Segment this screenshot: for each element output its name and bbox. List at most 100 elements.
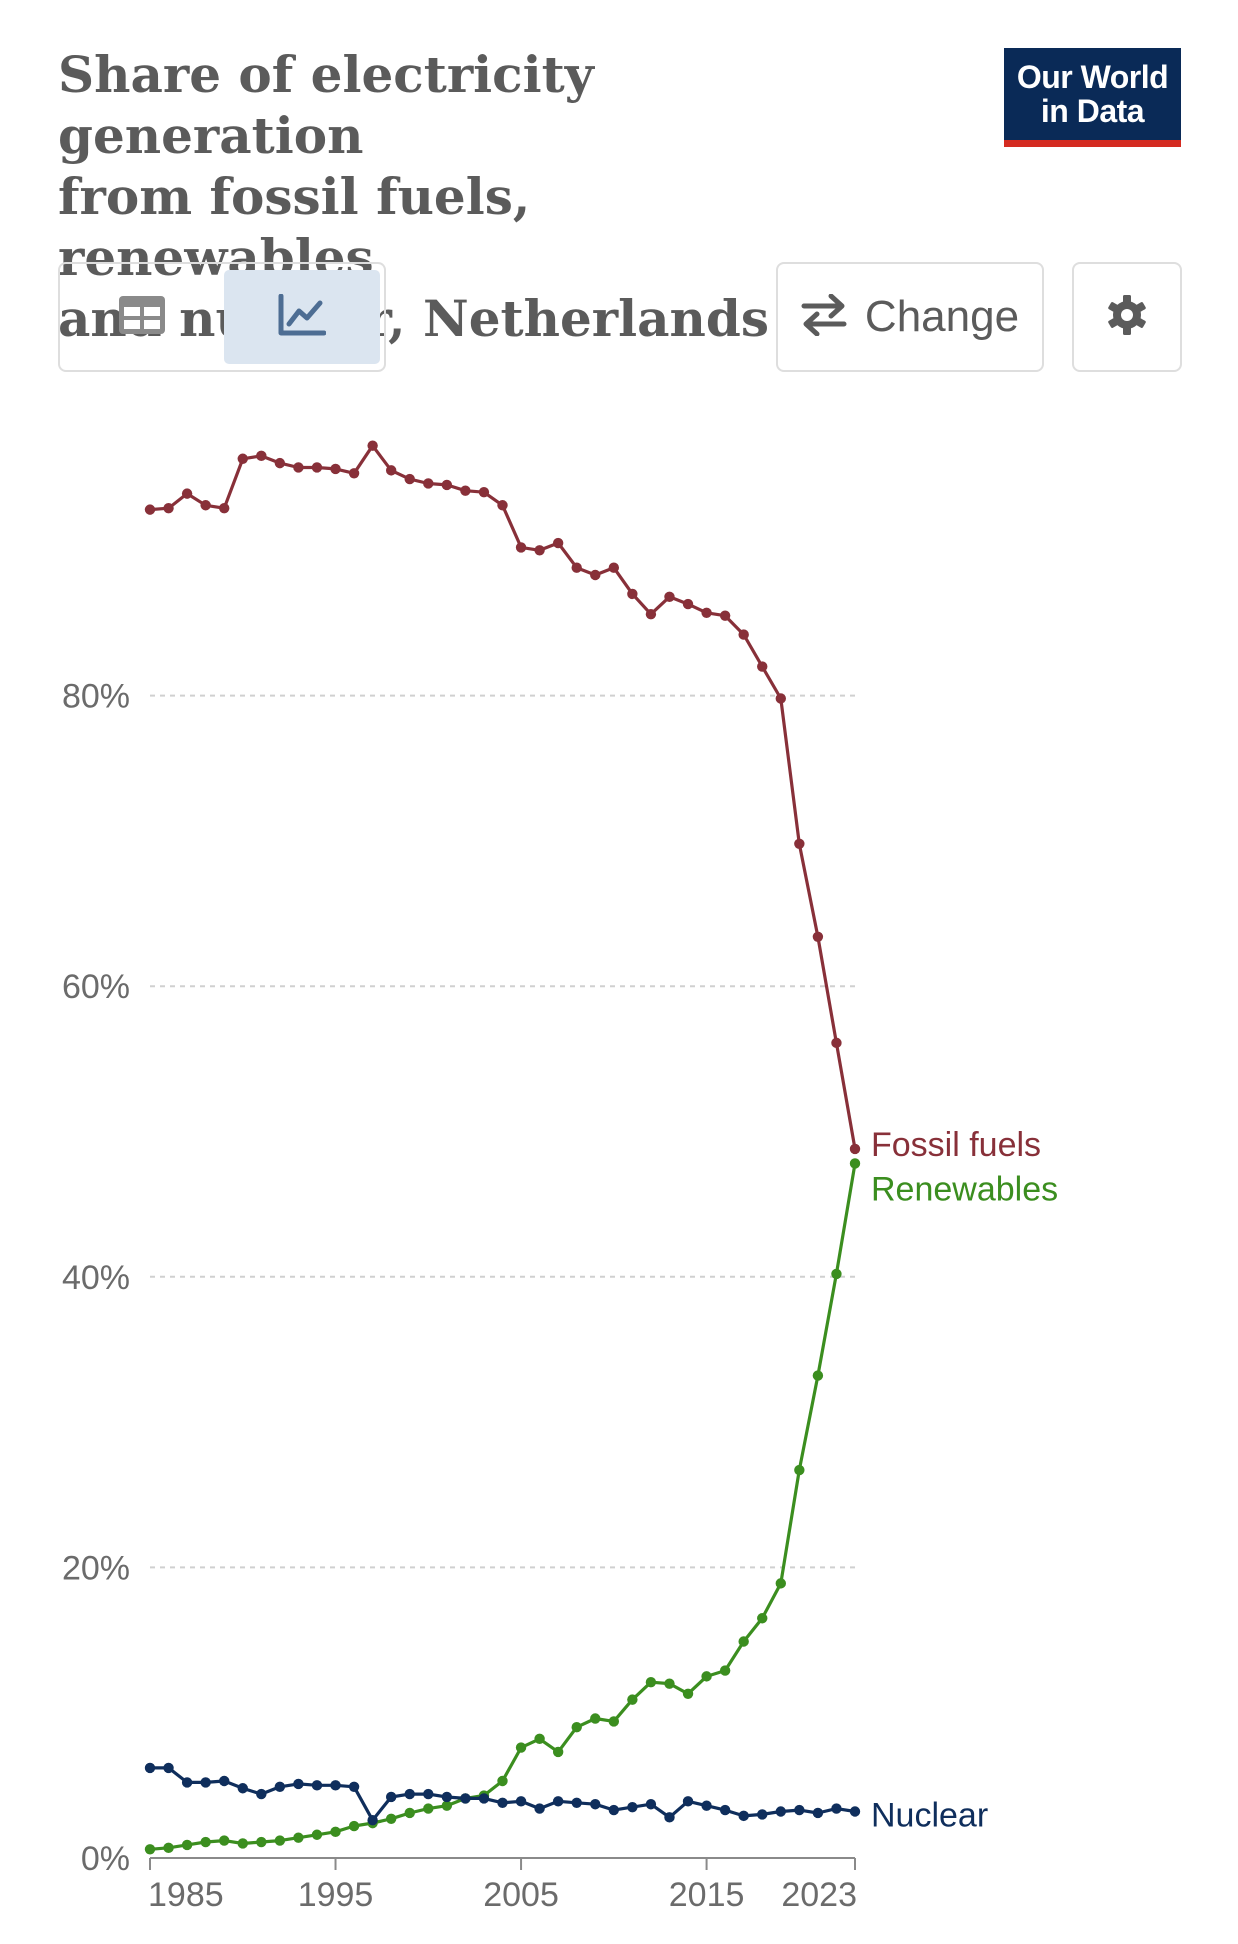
fossil-fuels-point [608, 562, 620, 573]
title-line-3: and nuclear, Netherlands [58, 289, 769, 348]
fossil-fuels-point [200, 500, 211, 511]
renewables-point [423, 1803, 434, 1814]
renewables-point [219, 1835, 230, 1846]
renewables-point [794, 1464, 805, 1476]
fossil-fuels-point [348, 468, 360, 479]
nuclear-point [311, 1780, 323, 1791]
fossil-fuels-point [571, 562, 582, 573]
nuclear-point [812, 1807, 824, 1819]
y-tick-label: 80% [62, 678, 130, 716]
nuclear-point [719, 1804, 731, 1816]
renewables-point [645, 1676, 657, 1688]
fossil-fuels-point [757, 661, 768, 672]
nuclear-point [385, 1791, 397, 1803]
fossil-fuels-point [701, 607, 712, 618]
nuclear-point [552, 1796, 564, 1807]
renewables-point [534, 1733, 545, 1745]
axis-layer: 0% 20% 40% 60% 80% 1985 1995 2005 2015 2023 [62, 678, 857, 1914]
nuclear-point [515, 1796, 527, 1807]
renewables-point [385, 1813, 397, 1824]
renewables-point [682, 1688, 694, 1700]
renewables-point [571, 1722, 582, 1733]
nuclear-point [701, 1800, 712, 1811]
fossil-fuels-label: Fossil fuels [871, 1126, 1041, 1164]
gear-icon [1105, 293, 1149, 342]
fossil-fuels-point [719, 610, 731, 621]
line-chart-icon [278, 293, 327, 341]
renewables-point [775, 1578, 786, 1589]
renewables-point [163, 1842, 174, 1854]
renewables-line [149, 1163, 857, 1851]
fossil-fuels-point [237, 453, 248, 464]
nuclear-point [775, 1806, 786, 1817]
logo-line-2: in Data [1040, 93, 1145, 129]
fossil-fuels-point [274, 457, 286, 469]
nuclear-point [497, 1797, 508, 1808]
renewables-point [849, 1158, 861, 1169]
fossil-fuels-point [552, 537, 564, 549]
renewables-point [812, 1370, 824, 1381]
chart-view-button[interactable] [224, 270, 380, 364]
nuclear-point [144, 1762, 156, 1774]
renewables-point [757, 1613, 768, 1624]
renewables-point [701, 1671, 712, 1682]
nuclear-point [849, 1806, 861, 1817]
change-country-button[interactable]: Change [776, 262, 1044, 372]
fossil-fuels-point [367, 440, 378, 451]
nuclear-point [441, 1791, 453, 1803]
chart-title: Share of electricity generation from fos… [58, 44, 858, 349]
nuclear-point [627, 1801, 638, 1813]
fossil-fuels-point [738, 629, 749, 640]
nuclear-point [534, 1803, 545, 1814]
table-view-button[interactable] [66, 270, 218, 364]
nuclear-point [367, 1815, 378, 1826]
settings-button[interactable] [1072, 262, 1182, 372]
nuclear-point [348, 1781, 360, 1793]
fossil-fuels-point [385, 465, 397, 476]
renewables-point [608, 1716, 620, 1727]
nuclear-point [163, 1762, 174, 1774]
nuclear-point [794, 1804, 805, 1816]
x-tick-label: 1995 [298, 1876, 374, 1914]
renewables-point [552, 1746, 564, 1758]
nuclear-point [664, 1812, 675, 1823]
nuclear-point [423, 1788, 434, 1800]
renewables-point [590, 1713, 601, 1724]
renewables-point [831, 1268, 842, 1280]
fossil-fuels-point [515, 542, 527, 553]
our-world-in-data-logo[interactable]: Our World in Data [1004, 48, 1181, 147]
renewables-point [293, 1832, 304, 1843]
y-tick-label: 20% [62, 1549, 130, 1587]
renewables-point [274, 1835, 286, 1846]
renewables-label: Renewables [871, 1170, 1058, 1208]
fossil-fuels-point [590, 569, 601, 581]
swap-arrows-icon [801, 293, 847, 341]
change-label: Change [864, 292, 1020, 341]
nuclear-point [571, 1797, 582, 1808]
fossil-fuels-point [534, 545, 545, 556]
grid-layer [150, 694, 855, 1569]
renewables-point [719, 1665, 731, 1676]
fossil-fuels-point [256, 450, 267, 462]
renewables-point [348, 1820, 360, 1832]
nuclear-point [274, 1781, 286, 1793]
fossil-fuels-point [441, 479, 453, 491]
renewables-point [311, 1829, 323, 1840]
renewables-point [404, 1807, 415, 1819]
fossil-fuels-line [149, 444, 857, 1150]
nuclear-point [757, 1809, 768, 1820]
view-toggle [58, 262, 386, 372]
fossil-fuels-point [664, 591, 675, 602]
nuclear-point [293, 1778, 304, 1790]
renewables-point [497, 1775, 508, 1787]
renewables-point [664, 1678, 675, 1689]
fossil-fuels-point [181, 488, 193, 499]
y-tick-label: 40% [62, 1259, 130, 1297]
x-tick-label: 2005 [483, 1876, 559, 1914]
renewables-point [330, 1826, 341, 1838]
label-layer: Fossil fuels Renewables Nuclear [871, 1126, 1058, 1835]
nuclear-point [645, 1799, 657, 1810]
fossil-fuels-point [497, 500, 508, 511]
renewables-point [515, 1742, 527, 1753]
